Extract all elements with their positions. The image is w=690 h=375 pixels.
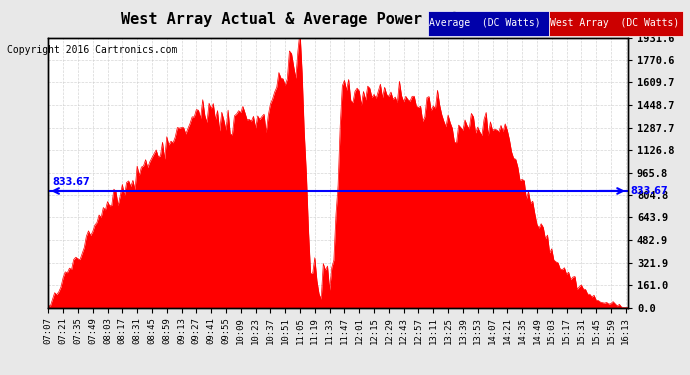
Text: Copyright 2016 Cartronics.com: Copyright 2016 Cartronics.com	[7, 45, 177, 55]
Text: 833.67: 833.67	[52, 177, 90, 188]
Text: Average  (DC Watts): Average (DC Watts)	[429, 18, 541, 28]
Text: 833.67: 833.67	[631, 186, 669, 196]
Text: West Array Actual & Average Power Fri Dec 9 16:24: West Array Actual & Average Power Fri De…	[121, 11, 569, 27]
Text: West Array  (DC Watts): West Array (DC Watts)	[550, 18, 679, 28]
